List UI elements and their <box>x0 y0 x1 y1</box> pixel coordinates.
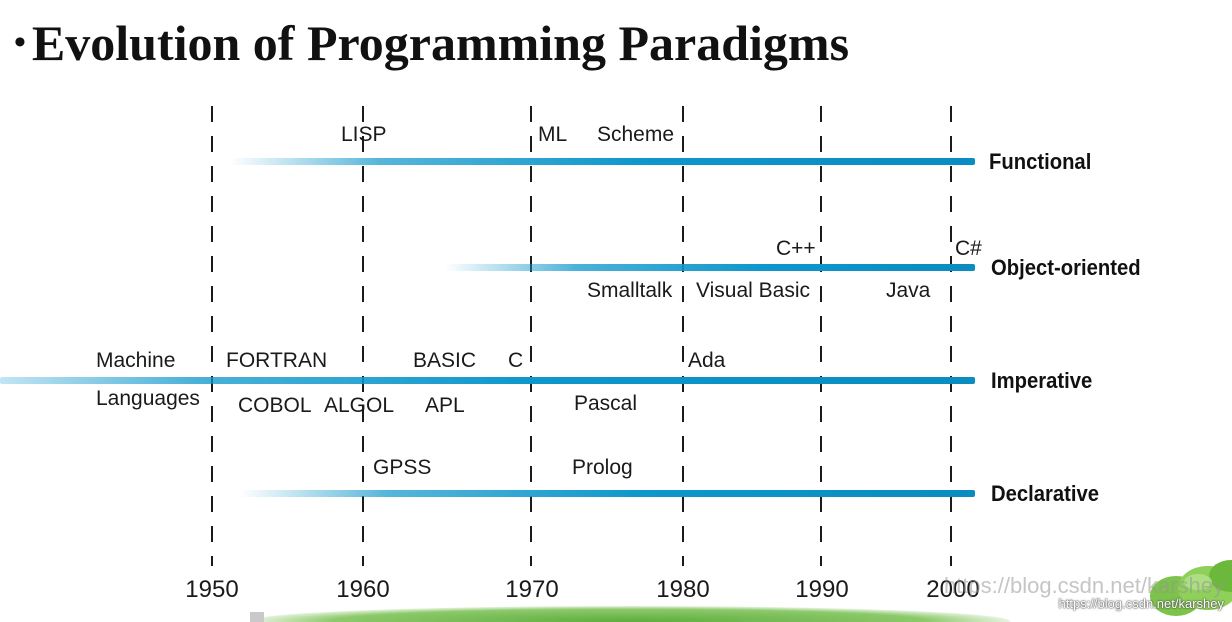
lang-smalltalk: Smalltalk <box>587 279 673 302</box>
year-label-1980: 1980 <box>656 576 710 603</box>
title-bullet: • <box>14 24 26 62</box>
paradigm-label-functional: Functional <box>989 149 1092 174</box>
decade-line-1950 <box>211 106 213 566</box>
lang-gpss: GPSS <box>373 456 432 479</box>
year-label-1970: 1970 <box>505 576 559 603</box>
year-label-1950: 1950 <box>185 576 239 603</box>
paradigm-label-imperative: Imperative <box>991 368 1093 393</box>
lang-fortran: FORTRAN <box>226 349 328 372</box>
lang-cobol: COBOL <box>238 394 312 417</box>
paradigm-label-object-oriented: Object-oriented <box>991 255 1141 280</box>
lang-apl: APL <box>425 394 465 417</box>
lang-visual-basic: Visual Basic <box>696 279 811 302</box>
lang-c: C <box>508 349 524 372</box>
decade-line-1960 <box>362 106 364 566</box>
lang-basic: BASIC <box>413 349 477 372</box>
declarative-timeline-bar <box>240 490 975 497</box>
lang-algol: ALGOL <box>324 394 395 417</box>
object-oriented-timeline-bar <box>445 264 975 271</box>
decade-line-1990 <box>820 106 822 566</box>
decade-line-1980 <box>682 106 684 566</box>
functional-timeline-bar <box>230 158 975 165</box>
lang-machine: Machine <box>96 349 176 372</box>
watermark-url-large: https://blog.csdn.net/karshey <box>943 573 1224 598</box>
year-label-1990: 1990 <box>795 576 849 603</box>
gray-stub-decoration <box>250 612 264 622</box>
year-label-1960: 1960 <box>336 576 390 603</box>
lang-cpp: C++ <box>776 237 816 260</box>
green-ground-decoration <box>250 606 1010 622</box>
imperative-timeline-bar <box>0 377 975 384</box>
lang-scheme: Scheme <box>597 123 675 146</box>
decade-line-2000 <box>950 106 952 566</box>
lang-lisp: LISP <box>341 123 387 146</box>
decade-line-1970 <box>530 106 532 566</box>
watermark-url-small: https://blog.csdn.net/karshey <box>1058 596 1224 611</box>
year-label-2000: 2000 <box>926 576 980 603</box>
lang-ml: ML <box>538 123 568 146</box>
lang-csharp: C# <box>955 237 982 260</box>
green-logo-icon <box>1150 560 1232 616</box>
slide-title: • Evolution of Programming Paradigms <box>14 10 849 76</box>
lang-pascal: Pascal <box>574 392 638 415</box>
lang-languages-word: Languages <box>96 387 200 410</box>
paradigm-label-declarative: Declarative <box>991 481 1100 506</box>
title-text: Evolution of Programming Paradigms <box>31 15 850 71</box>
lang-prolog: Prolog <box>572 456 633 479</box>
lang-ada: Ada <box>688 349 726 372</box>
lang-java: Java <box>886 279 931 302</box>
